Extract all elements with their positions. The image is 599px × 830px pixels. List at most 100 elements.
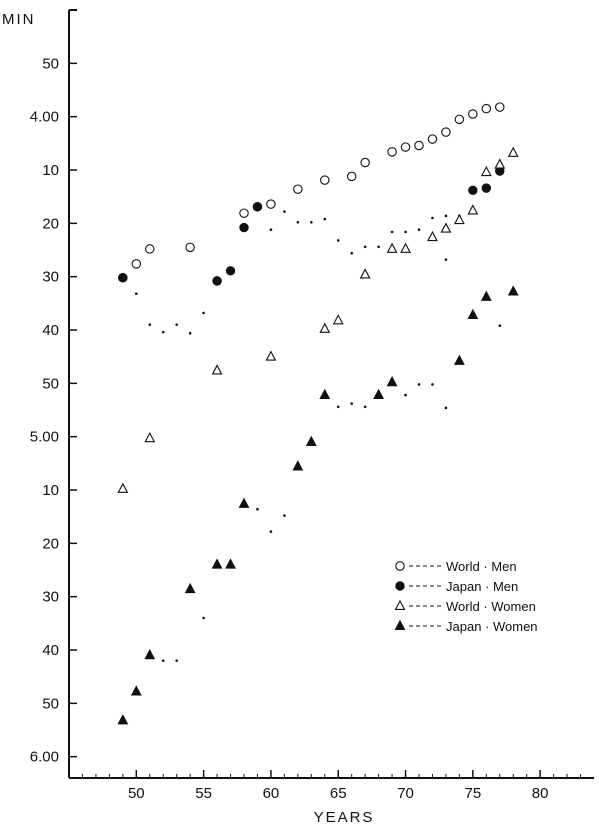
legend-marker	[394, 599, 406, 610]
connector-dot	[390, 230, 394, 234]
connector-dot	[188, 331, 192, 335]
marker-circle-open	[495, 102, 505, 112]
connector-dot	[283, 514, 286, 517]
marker-circle-open	[239, 208, 249, 218]
marker-triangle-open	[494, 158, 506, 169]
y-tick-label: 30	[42, 589, 59, 606]
marker-circle-open	[387, 147, 397, 157]
connector-dot	[363, 405, 367, 409]
marker-triangle-filled	[225, 558, 236, 569]
marker-triangle-filled	[117, 714, 129, 725]
legend-label: Japan · Men	[446, 579, 518, 594]
marker-triangle-open	[507, 146, 519, 157]
axes: 50 4.00 10 20 30 40 50 5.00 10 20 30 40 50 6.00 50 55 60…	[30, 9, 594, 802]
connector-dot	[336, 239, 340, 242]
marker-circle-filled	[468, 185, 478, 195]
marker-triangle-filled	[292, 460, 304, 471]
marker-circle-open	[468, 109, 478, 119]
y-tick-label: 20	[42, 535, 59, 552]
marker-triangle-open	[427, 230, 438, 242]
y-tick-label: 6.00	[30, 749, 59, 766]
marker-triangle-open	[117, 482, 129, 493]
marker-circle-open	[360, 157, 370, 168]
marker-triangle-filled	[373, 388, 385, 400]
marker-triangle-open	[480, 165, 492, 177]
connector-dot	[283, 210, 286, 213]
marker-triangle-filled	[305, 435, 317, 446]
connector-dot	[256, 507, 259, 511]
legend-label: Japan · Women	[446, 619, 538, 634]
marker-circle-open	[400, 142, 411, 152]
connector-dot	[417, 383, 421, 386]
marker-triangle-open	[359, 268, 371, 279]
x-tick-label: 55	[195, 785, 212, 802]
marker-circle-filled	[225, 266, 236, 276]
marker-triangle-filled	[144, 649, 156, 660]
y-tick-label: 10	[42, 482, 59, 499]
x-tick-label: 50	[128, 785, 145, 802]
x-tick-label: 70	[397, 785, 414, 802]
marker-triangle-filled	[130, 685, 142, 696]
marker-circle-open	[441, 127, 451, 137]
connector-dot	[444, 214, 448, 218]
y-axis-title: MIN	[2, 11, 36, 28]
marker-circle-filled	[481, 183, 492, 193]
x-tick-label: 80	[532, 785, 549, 802]
legend-marker	[394, 619, 406, 630]
marker-triangle-filled	[467, 308, 479, 320]
connector-dot	[161, 330, 165, 334]
connector-dot	[323, 217, 327, 221]
marker-triangle-open	[144, 431, 156, 443]
marker-triangle-filled	[386, 375, 398, 387]
marker-triangle-open	[211, 364, 223, 375]
marker-circle-open	[145, 244, 155, 254]
marker-triangle-filled	[211, 558, 223, 569]
connector-dot	[269, 530, 273, 533]
legend: World · Men Japan · Men World · Women Japan…	[394, 559, 538, 634]
marker-circle-open	[320, 175, 330, 185]
connector-dot	[350, 402, 353, 405]
legend-marker	[395, 581, 405, 591]
marker-triangle-open	[400, 242, 411, 253]
connector-dot	[377, 245, 380, 249]
marker-circle-open	[293, 184, 303, 194]
marker-circle-open	[266, 199, 276, 209]
marker-triangle-open	[440, 222, 452, 233]
connector-dot	[175, 323, 178, 326]
marker-circle-filled	[212, 276, 222, 286]
y-tick-label: 40	[42, 642, 59, 659]
marker-circle-open	[454, 114, 465, 125]
connector-dot	[269, 228, 273, 232]
connector-dot	[404, 230, 407, 234]
legend-marker	[395, 561, 405, 571]
marker-circle-filled	[239, 222, 249, 233]
marker-circle-open	[427, 134, 438, 144]
connector-dot	[444, 406, 448, 410]
legend-label: World · Men	[446, 559, 517, 574]
connector-dot	[336, 405, 340, 409]
connector-dot	[161, 659, 165, 662]
marker-triangle-open	[319, 322, 331, 333]
marker-triangle-filled	[319, 388, 331, 400]
connector-dot	[498, 324, 502, 328]
y-tick-label: 40	[42, 322, 59, 339]
marker-triangle-open	[265, 350, 277, 361]
marker-triangle-filled	[238, 497, 250, 508]
connector-dot	[175, 659, 178, 662]
connector-dot	[135, 292, 138, 296]
connector-dot	[431, 216, 434, 220]
connector-dot	[417, 228, 421, 232]
connector-dot	[202, 616, 205, 620]
connector-dot	[310, 220, 313, 224]
marker-triangle-filled	[480, 290, 492, 301]
connector-dot	[148, 323, 152, 326]
y-tick-label: 4.00	[30, 109, 59, 126]
marker-circle-open	[185, 242, 195, 253]
y-tick-label: 50	[42, 55, 59, 72]
connector-dot	[296, 220, 300, 224]
marker-circle-open	[481, 103, 492, 114]
marker-triangle-filled	[184, 582, 196, 594]
y-tick-label: 30	[42, 269, 59, 286]
marker-triangle-open	[332, 314, 344, 325]
